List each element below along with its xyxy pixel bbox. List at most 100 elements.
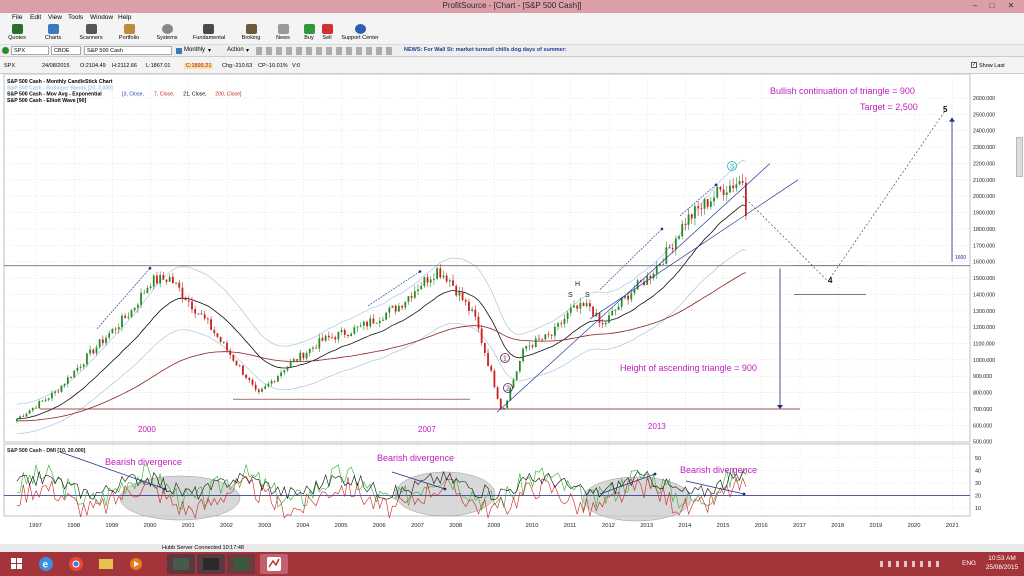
chrome-taskbar-icon[interactable]: [62, 554, 90, 574]
price-tick-label: 2600.000: [973, 96, 995, 102]
ie-taskbar-icon[interactable]: e: [32, 554, 60, 574]
annotations: S&P 500 Cash - Monthly CandleStick Chart…: [4, 79, 970, 434]
year-tick-label: 2000: [144, 523, 157, 529]
price-tick-label: 1400.000: [973, 292, 995, 298]
terminal-taskbar-icon[interactable]: [197, 554, 225, 574]
drawing-tools-strip[interactable]: [256, 47, 396, 55]
candle-body: [111, 328, 114, 334]
explorer-taskbar-icon[interactable]: [92, 554, 120, 574]
start-button[interactable]: [4, 554, 30, 574]
price-tick-label: 1300.000: [973, 309, 995, 315]
language-indicator[interactable]: ENG: [962, 560, 977, 567]
candle-body: [117, 327, 120, 330]
candle-body: [350, 333, 353, 337]
news-button[interactable]: News: [268, 23, 298, 45]
scrollbar[interactable]: [1016, 137, 1023, 177]
candle-body: [665, 247, 668, 264]
trend-arrow: [96, 268, 151, 329]
sell-icon: [321, 24, 333, 34]
candle-body: [709, 201, 712, 207]
symbol-bar: SPX CBOE S&P 500 Cash Monthly ▾ Action ▾…: [0, 45, 1024, 57]
candle-body: [200, 313, 203, 315]
profitsource-taskbar-icon[interactable]: [260, 554, 288, 574]
year-tick-label: 2013: [640, 523, 653, 529]
candle-body: [445, 275, 448, 282]
broking-button[interactable]: Broking: [236, 23, 266, 45]
year-tick-label: 2004: [296, 523, 310, 529]
candle-body: [458, 291, 461, 296]
year-tick-label: 2012: [602, 523, 615, 529]
candle-body: [16, 418, 18, 421]
candle-body: [426, 277, 429, 283]
support-center-button[interactable]: Support Center: [340, 23, 380, 45]
candle-body: [146, 287, 149, 293]
buy-icon: [303, 24, 315, 34]
action-menu[interactable]: Action: [227, 47, 244, 53]
charts-button[interactable]: Charts: [38, 23, 68, 45]
candle-body: [576, 305, 579, 309]
candle-body: [541, 339, 544, 341]
clock-date[interactable]: 25/08/2015: [985, 564, 1019, 571]
chart-area[interactable]: S&P 500 Cash - DMI [10, 20.000] Bearish d…: [0, 73, 1024, 544]
systems-button[interactable]: Systems: [152, 23, 182, 45]
period-select[interactable]: Monthly: [184, 47, 206, 53]
candle-body: [433, 278, 435, 280]
menu-window[interactable]: Window: [90, 14, 114, 21]
triangle-height-arrow-head: [777, 404, 783, 409]
menu-tools[interactable]: Tools: [68, 14, 84, 21]
info-symbol: SPX: [4, 63, 16, 69]
divergence-arrow-head: [653, 472, 657, 476]
symbol-input[interactable]: SPX: [11, 46, 49, 55]
price-tick-label: 800.000: [973, 391, 992, 397]
candle-body: [19, 416, 21, 419]
sell-button[interactable]: Sell: [312, 23, 342, 45]
clock-time[interactable]: 10:53 AM: [988, 555, 1016, 562]
security-name-input[interactable]: S&P 500 Cash: [84, 46, 172, 55]
action-chevron-icon[interactable]: ▾: [246, 48, 250, 54]
system-tray-icons[interactable]: [880, 561, 940, 567]
menu-view[interactable]: View: [48, 14, 62, 21]
legend-param: 7, Close,: [154, 92, 174, 98]
app-taskbar-icon[interactable]: [167, 554, 195, 574]
close-icon[interactable]: ✕: [1007, 1, 1015, 10]
candle-body: [515, 371, 518, 380]
trend-arrow-head: [660, 227, 664, 231]
go-taskbar-icon[interactable]: [227, 554, 255, 574]
candle-body: [394, 305, 397, 312]
minimize-icon[interactable]: –: [972, 1, 978, 10]
candle-body: [671, 247, 674, 250]
media-taskbar-icon[interactable]: [122, 554, 150, 574]
fundamental-button[interactable]: Fundamental: [193, 23, 225, 45]
menu-file[interactable]: File: [12, 14, 23, 21]
quotes-button[interactable]: Quotes: [2, 23, 32, 45]
exchange-input[interactable]: CBOE: [51, 46, 81, 55]
candle-body: [518, 361, 521, 372]
head-label: H: [575, 281, 580, 288]
maximize-icon[interactable]: □: [989, 1, 995, 10]
candle-body: [181, 287, 184, 298]
legend-param: 21, Close,: [183, 92, 206, 98]
candle-body: [423, 277, 426, 286]
year-tick-label: 2019: [869, 523, 882, 529]
portfolio-button[interactable]: Portfolio: [114, 23, 144, 45]
dmi-tick-label: 10: [975, 506, 981, 512]
candle-body: [57, 391, 60, 393]
dmi-panel-frame: [3, 443, 971, 517]
chevron-down-icon[interactable]: ▾: [208, 48, 212, 54]
bollinger-lower: [16, 249, 746, 434]
chart-svg[interactable]: S&P 500 Cash - DMI [10, 20.000] Bearish d…: [0, 73, 1024, 544]
candle-body: [51, 392, 53, 399]
candle-body: [359, 325, 362, 327]
menu-edit[interactable]: Edit: [30, 14, 42, 21]
show-last-checkbox[interactable]: ✓: [971, 62, 977, 68]
news-ticker[interactable]: NEWS: For Wall St: market turmoil chills…: [404, 47, 567, 53]
candle-body: [448, 280, 451, 282]
candle-body: [63, 383, 66, 386]
wave-5-label: 5: [943, 105, 948, 114]
menu-help[interactable]: Help: [118, 14, 132, 21]
buy-button[interactable]: Buy: [294, 23, 324, 45]
candle-body: [254, 384, 257, 390]
candle-body: [95, 347, 98, 354]
candle-body: [76, 367, 79, 371]
scanners-button[interactable]: Scanners: [76, 23, 106, 45]
